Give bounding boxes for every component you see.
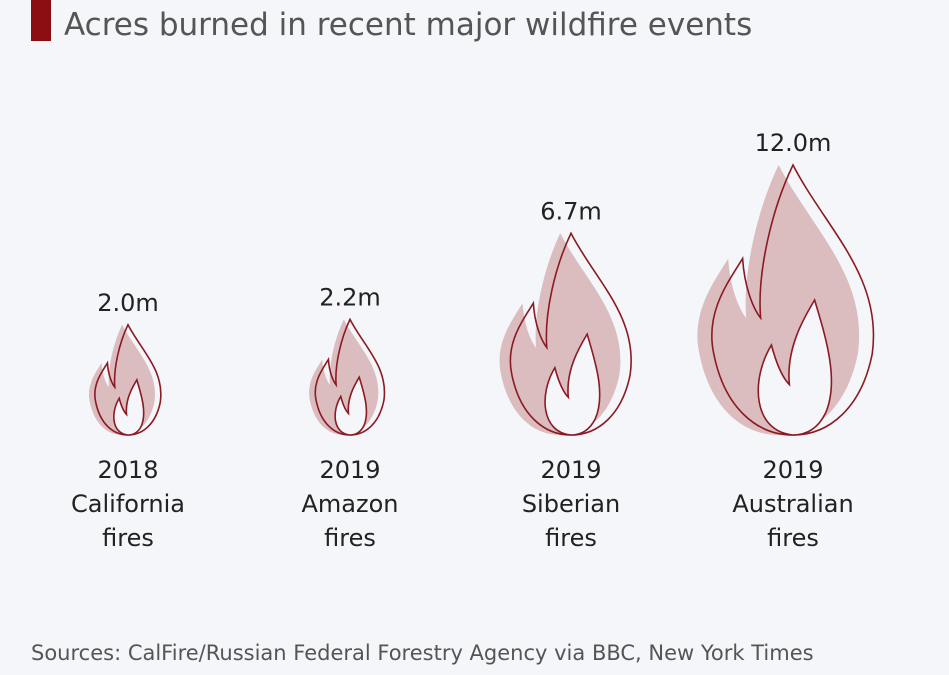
category-label: 2019 [319,456,380,484]
flame-inner [113,377,145,436]
flame-icon [499,232,632,436]
category-label: fires [767,524,819,552]
value-label: 6.7m [540,197,602,225]
flame-icon [309,318,386,436]
category-label: Siberian [522,490,620,518]
flame-inner [544,332,601,436]
category-label: fires [324,524,376,552]
flame-icon [697,164,875,436]
title-accent-bar [31,0,51,41]
category-label: 2018 [97,456,158,484]
category-label: California [71,490,185,518]
category-label: Australian [732,490,853,518]
chart-title: Acres burned in recent major wildfire ev… [64,7,753,43]
flame-inner [334,375,368,436]
category-label: Amazon [302,490,399,518]
category-label: fires [545,524,597,552]
category-label: 2019 [540,456,601,484]
category-label: fires [102,524,154,552]
value-label: 12.0m [755,129,832,157]
source-note: Sources: CalFire/Russian Federal Forestr… [31,641,814,665]
chart-area: 2.0m 2018 California fires 2.2m 2019 Amazon fir… [71,129,875,552]
value-label: 2.2m [319,283,381,311]
category-label: 2019 [762,456,823,484]
flame-icon [88,323,162,436]
flame-inner [757,298,833,436]
value-label: 2.0m [97,289,159,317]
